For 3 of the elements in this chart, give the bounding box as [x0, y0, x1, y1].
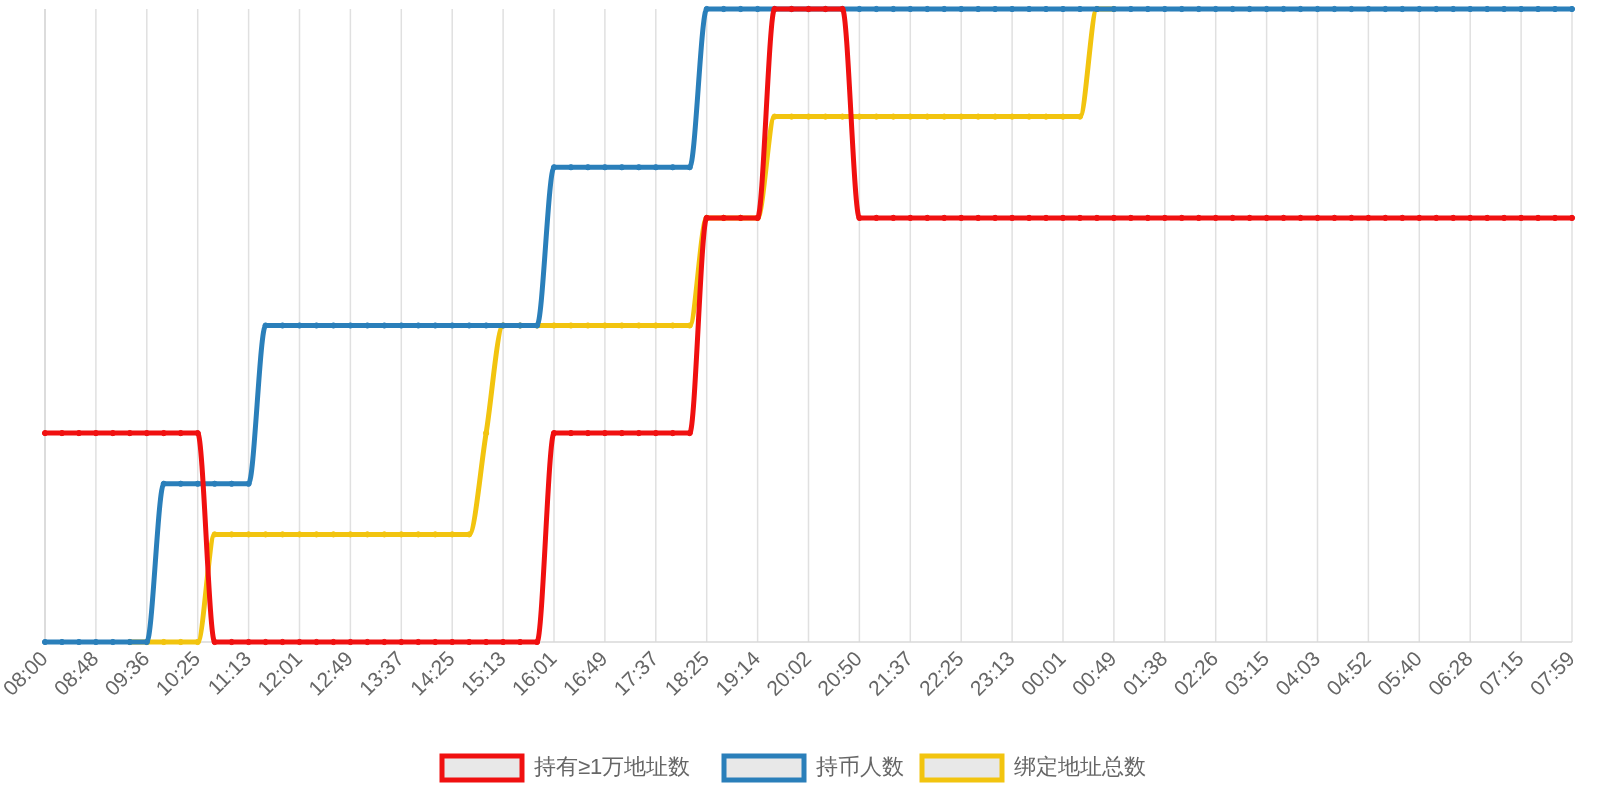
legend-label: 持有≥1万地址数 — [534, 753, 691, 779]
legend-label: 持币人数 — [816, 753, 904, 779]
legend-label: 绑定地址总数 — [1014, 753, 1146, 779]
